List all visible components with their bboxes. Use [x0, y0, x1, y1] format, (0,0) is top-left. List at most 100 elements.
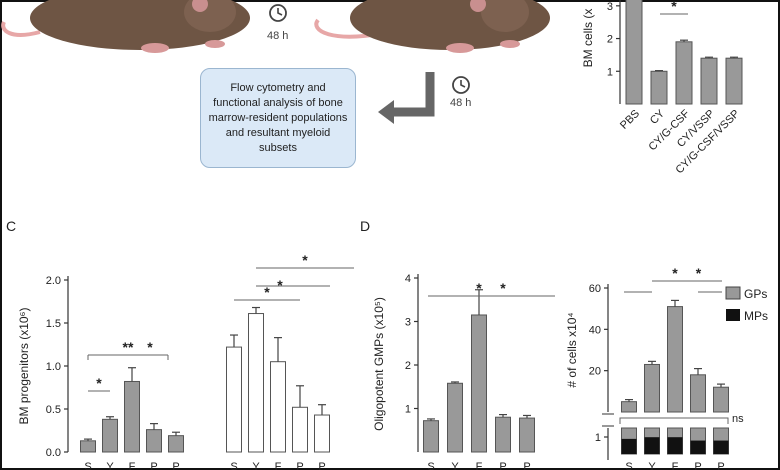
- x-tick-label: Y: [451, 461, 459, 470]
- y-tick-label: 3: [607, 1, 613, 13]
- x-tick-label: P: [523, 461, 530, 470]
- bar-mps: [667, 437, 683, 454]
- significance-bracket: [619, 417, 729, 424]
- bar: [725, 57, 743, 105]
- significance-label: *: [500, 280, 506, 296]
- legend-label-mps: MPs: [744, 309, 768, 323]
- y-tick-label: 2: [405, 360, 411, 372]
- panel-label-d: D: [360, 218, 370, 234]
- x-tick-label: P: [499, 461, 506, 470]
- x-tick-label: P: [150, 461, 157, 470]
- workflow-description-text: Flow cytometry and functional analysis o…: [208, 81, 348, 154]
- legend-label-gps: GPs: [744, 287, 767, 301]
- bar-gps: [690, 374, 706, 413]
- clock-icon: [452, 76, 470, 94]
- y-tick-label: 2.0: [46, 275, 61, 287]
- bar: [650, 70, 668, 105]
- bar: [625, 0, 643, 105]
- significance-label: **: [123, 339, 134, 355]
- y-tick-label: 1.0: [46, 361, 61, 373]
- significance-label: *: [147, 339, 153, 355]
- x-tick-label: P: [694, 461, 701, 470]
- significance-label: *: [96, 375, 102, 391]
- significance-label: *: [476, 280, 482, 296]
- bar: [675, 41, 693, 105]
- bar: [423, 420, 439, 453]
- y-axis-label: BM progenitors (x10⁶): [17, 308, 31, 425]
- bar: [447, 382, 463, 453]
- x-tick-label: F: [275, 461, 282, 470]
- x-tick-label: CY: [648, 107, 668, 127]
- bar: [80, 440, 96, 453]
- bar-gps: [713, 386, 729, 413]
- clock-icon: [269, 4, 287, 22]
- y-tick-label: 1: [405, 404, 411, 416]
- y-tick-label: 0.0: [46, 447, 61, 459]
- bar: [700, 57, 718, 105]
- bar: [124, 380, 140, 453]
- bar: [519, 417, 535, 453]
- bar: [102, 418, 118, 453]
- y-tick-label: 1.5: [46, 318, 61, 330]
- y-tick-label: 4: [405, 273, 411, 285]
- y-tick-label: 1: [607, 66, 613, 78]
- significance-label: *: [696, 265, 702, 281]
- bar: [168, 435, 184, 453]
- workflow-description-box: Flow cytometry and functional analysis o…: [200, 68, 356, 168]
- y-axis-label: Oligopotent GMPs (x10⁵): [372, 297, 386, 431]
- x-tick-label: P: [172, 461, 179, 470]
- y-axis-label: # of cells x10⁴: [565, 312, 579, 387]
- oligopotent-gmps-chart: 1 2 3 4 Oligopotent GMPs (x10⁵) S Y F P P * *: [372, 273, 555, 470]
- y-tick-label: 40: [589, 324, 601, 336]
- bar: [314, 414, 330, 453]
- x-tick-label: S: [427, 461, 434, 470]
- x-tick-label: Y: [252, 461, 260, 470]
- y-tick-label: 3: [405, 317, 411, 329]
- x-tick-label: S: [625, 461, 632, 470]
- y-tick-label: 60: [589, 283, 601, 295]
- time-label-1: 48 h: [267, 30, 289, 42]
- y-tick-label: 1: [595, 432, 601, 444]
- bar: [471, 314, 487, 453]
- x-tick-label: F: [129, 461, 136, 470]
- bm-progenitors-chart: 0.0 0.5 1.0 1.5 2.0 BM progenitors (x10⁶) S Y F P…: [17, 252, 354, 470]
- significance-label: *: [671, 0, 677, 14]
- bar: [270, 361, 286, 453]
- arrow-icon: [378, 72, 435, 124]
- legend-swatch-gps: [725, 286, 741, 300]
- panel-label-c: C: [6, 218, 16, 234]
- significance-label: *: [277, 277, 283, 293]
- bar-gps: [621, 401, 637, 413]
- bar: [146, 429, 162, 453]
- x-tick-label: Y: [106, 461, 114, 470]
- bar-gps: [644, 363, 660, 413]
- gps-mps-chart: 20 40 60 1 # of cells x10⁴ S Y F P P * * ns GPs MPs: [565, 265, 768, 470]
- significance-label: ns: [732, 413, 744, 425]
- time-label-2: 48 h: [450, 97, 472, 109]
- x-tick-label: PBS: [618, 108, 642, 132]
- bar: [226, 346, 242, 453]
- x-tick-label: P: [296, 461, 303, 470]
- x-tick-label: P: [318, 461, 325, 470]
- y-tick-label: 2: [607, 34, 613, 46]
- x-tick-label: F: [672, 461, 679, 470]
- bar: [292, 406, 308, 453]
- x-tick-label: P: [717, 461, 724, 470]
- bar-gps: [667, 306, 683, 413]
- y-tick-label: 0.5: [46, 404, 61, 416]
- y-axis-label: BM cells (x: [581, 9, 595, 68]
- y-tick-label: 20: [589, 366, 601, 378]
- legend-swatch-mps: [726, 309, 740, 321]
- mouse-illustration-2: [314, 0, 550, 53]
- bar-mps: [713, 440, 729, 454]
- x-tick-label: S: [230, 461, 237, 470]
- x-tick-label: S: [84, 461, 91, 470]
- x-tick-label: Y: [648, 461, 656, 470]
- significance-label: *: [302, 252, 308, 268]
- bar: [248, 313, 264, 453]
- bar-mps: [621, 438, 637, 454]
- bar-mps: [644, 437, 660, 454]
- significance-label: *: [672, 265, 678, 281]
